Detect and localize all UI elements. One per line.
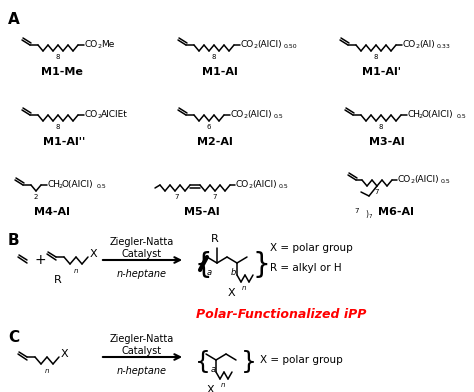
Text: a: a (210, 365, 216, 374)
Text: 2: 2 (98, 114, 102, 119)
Text: b: b (230, 268, 236, 277)
Text: Me: Me (101, 40, 114, 49)
Text: CH: CH (48, 180, 61, 189)
Text: Polar-Functionalized iPP: Polar-Functionalized iPP (196, 308, 366, 321)
Text: X = polar group: X = polar group (260, 355, 343, 365)
Text: R: R (54, 275, 62, 285)
Text: 8: 8 (212, 54, 216, 60)
Text: M2-Al: M2-Al (197, 137, 233, 147)
Text: (AlCl): (AlCl) (247, 109, 272, 118)
Text: 7: 7 (375, 189, 379, 195)
Text: Ziegler-Natta: Ziegler-Natta (110, 334, 174, 344)
Text: R = alkyl or H: R = alkyl or H (270, 263, 342, 273)
Text: C: C (8, 330, 19, 345)
Text: 8: 8 (56, 54, 60, 60)
Text: M4-Al: M4-Al (34, 207, 70, 217)
Text: {: { (195, 251, 213, 279)
Text: }: } (241, 350, 257, 374)
Text: {: { (195, 350, 211, 374)
Text: CO: CO (398, 174, 411, 183)
Text: 2: 2 (416, 44, 420, 49)
Text: Ziegler-Natta: Ziegler-Natta (110, 237, 174, 247)
Text: CO: CO (403, 40, 416, 49)
Text: 2: 2 (34, 194, 38, 200)
Text: X: X (206, 385, 214, 392)
Text: X: X (90, 249, 98, 259)
Text: Catalyst: Catalyst (122, 249, 162, 259)
Text: n: n (242, 285, 246, 291)
Text: 2: 2 (419, 114, 423, 119)
Text: 0.50: 0.50 (284, 44, 298, 49)
Text: 0.5: 0.5 (97, 184, 107, 189)
Text: X: X (227, 288, 235, 298)
Text: n-heptane: n-heptane (117, 366, 167, 376)
Text: Catalyst: Catalyst (122, 346, 162, 356)
Text: M1-Al'': M1-Al'' (43, 137, 85, 147)
Text: 0.5: 0.5 (274, 114, 284, 119)
Text: 2: 2 (411, 179, 415, 184)
Text: M1-Me: M1-Me (41, 67, 83, 77)
Text: CO: CO (85, 109, 98, 118)
Text: X = polar group: X = polar group (270, 243, 353, 253)
Text: 2: 2 (249, 184, 253, 189)
Text: B: B (8, 233, 19, 248)
Text: (AlCl): (AlCl) (414, 174, 438, 183)
Text: 8: 8 (374, 54, 378, 60)
Text: CO: CO (241, 40, 254, 49)
Text: a: a (207, 268, 211, 277)
Text: A: A (8, 12, 20, 27)
Text: 2: 2 (244, 114, 248, 119)
Text: 8: 8 (56, 124, 60, 130)
Text: (AlCl): (AlCl) (257, 40, 282, 49)
Text: 8: 8 (379, 124, 383, 130)
Text: X: X (61, 349, 69, 359)
Text: AlClEt: AlClEt (101, 109, 128, 118)
Text: 0.5: 0.5 (441, 179, 451, 184)
Text: (Al): (Al) (419, 40, 435, 49)
Text: M6-Al: M6-Al (378, 207, 414, 217)
Text: O(AlCl): O(AlCl) (62, 180, 94, 189)
Text: 0.33: 0.33 (437, 44, 451, 49)
Text: 2: 2 (98, 44, 102, 49)
Text: CH: CH (408, 109, 421, 118)
Text: M1-Al: M1-Al (202, 67, 238, 77)
Text: +: + (35, 253, 46, 267)
Text: CO: CO (85, 40, 98, 49)
Text: 0.5: 0.5 (279, 184, 289, 189)
Text: n: n (74, 268, 78, 274)
Text: CO: CO (236, 180, 249, 189)
Text: O(AlCl): O(AlCl) (422, 109, 454, 118)
Text: M3-Al: M3-Al (369, 137, 405, 147)
Text: M1-Al': M1-Al' (363, 67, 401, 77)
Text: 7: 7 (355, 208, 359, 214)
Text: n: n (45, 368, 49, 374)
Text: 7: 7 (213, 194, 217, 200)
Text: 2: 2 (59, 184, 63, 189)
Text: 2: 2 (254, 44, 258, 49)
Text: n: n (221, 382, 225, 388)
Text: M5-Al: M5-Al (184, 207, 220, 217)
Text: R: R (211, 234, 219, 244)
Text: )$_7$: )$_7$ (365, 208, 373, 221)
Text: n-heptane: n-heptane (117, 269, 167, 279)
Text: }: } (253, 251, 271, 279)
Text: CO: CO (231, 109, 244, 118)
Text: 0.5: 0.5 (457, 114, 467, 119)
Text: 7: 7 (175, 194, 179, 200)
Text: 6: 6 (207, 124, 211, 130)
Text: (AlCl): (AlCl) (252, 180, 277, 189)
